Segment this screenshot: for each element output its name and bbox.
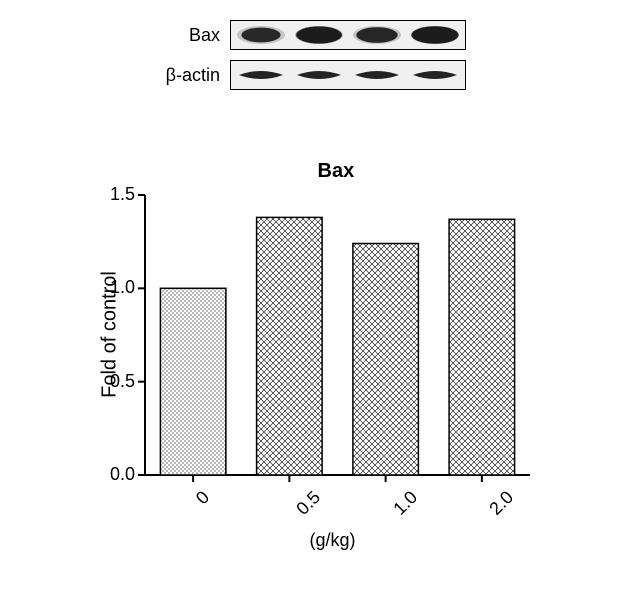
y-tick-label: 0.5 xyxy=(95,371,135,392)
bar-chart xyxy=(0,0,560,505)
y-tick-label: 1.5 xyxy=(95,184,135,205)
bar xyxy=(257,217,323,475)
bar xyxy=(160,288,226,475)
y-tick-label: 1.0 xyxy=(95,277,135,298)
x-axis-label: (g/kg) xyxy=(310,530,356,551)
bar xyxy=(353,244,419,476)
bar xyxy=(449,219,514,475)
y-tick-label: 0.0 xyxy=(95,464,135,485)
